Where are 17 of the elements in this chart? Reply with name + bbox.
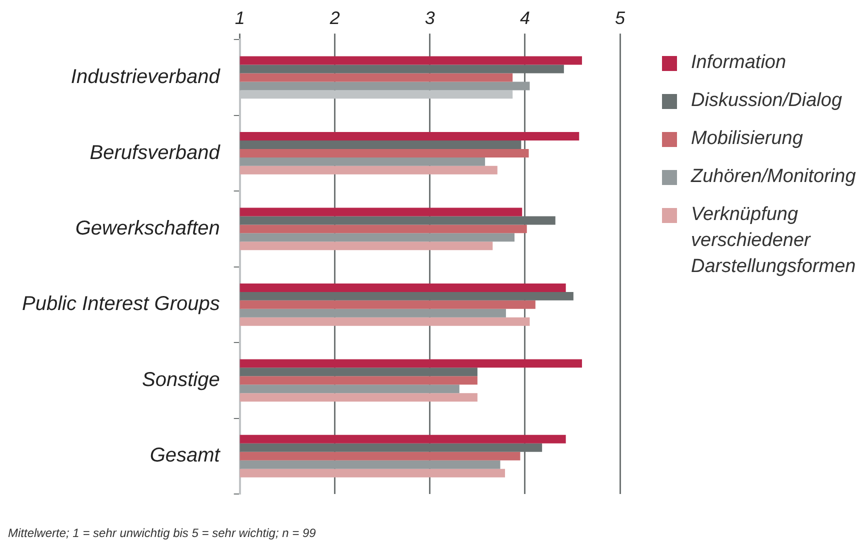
y-tick-label: Gewerkschaften (75, 217, 220, 240)
y-tick-label: Berufsverband (90, 142, 221, 164)
x-tick-label: 2 (328, 8, 340, 28)
x-tick-label: 1 (234, 8, 245, 28)
x-tick-label: 5 (614, 8, 626, 28)
x-tick-label: 3 (424, 8, 435, 28)
legend-label: Mobilisierung (691, 127, 803, 151)
y-tick-label: Industrieverband (70, 66, 221, 88)
legend-label: Diskussion/Dialog (691, 89, 842, 113)
x-tick-label: 4 (520, 8, 530, 28)
legend-label: Verknüpfung verschiedener Darstellungsformen (691, 203, 857, 279)
y-tick-label: Sonstige (142, 368, 220, 391)
legend-label: Information (691, 51, 786, 75)
y-tick-label: Public Interest Groups (22, 293, 220, 316)
y-tick-label: Gesamt (150, 444, 222, 467)
text: Mittelwerte; 1 = sehr unwichtig bis 5 = sehr wichtig; n = 99 (8, 526, 316, 540)
legend-label: Zuhören/Monitoring (691, 165, 856, 189)
